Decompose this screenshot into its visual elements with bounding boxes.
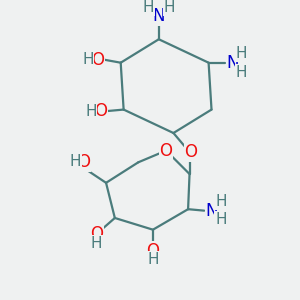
Text: O: O xyxy=(146,242,159,260)
Text: H: H xyxy=(236,64,247,80)
Text: H: H xyxy=(215,212,226,227)
Text: H: H xyxy=(91,236,102,251)
Text: O: O xyxy=(160,142,172,160)
Text: H: H xyxy=(236,46,247,61)
Text: H: H xyxy=(70,154,81,169)
Text: O: O xyxy=(78,153,91,171)
Text: H: H xyxy=(82,52,94,67)
Text: N: N xyxy=(152,8,165,26)
Text: H: H xyxy=(85,103,97,118)
Text: H: H xyxy=(143,0,154,15)
Text: N: N xyxy=(226,54,239,72)
Text: O: O xyxy=(90,225,103,243)
Text: O: O xyxy=(184,143,197,161)
Text: H: H xyxy=(147,252,159,267)
Text: H: H xyxy=(163,0,175,15)
Text: O: O xyxy=(94,102,107,120)
Text: O: O xyxy=(92,51,104,69)
Text: N: N xyxy=(206,202,218,220)
Text: H: H xyxy=(215,194,226,209)
